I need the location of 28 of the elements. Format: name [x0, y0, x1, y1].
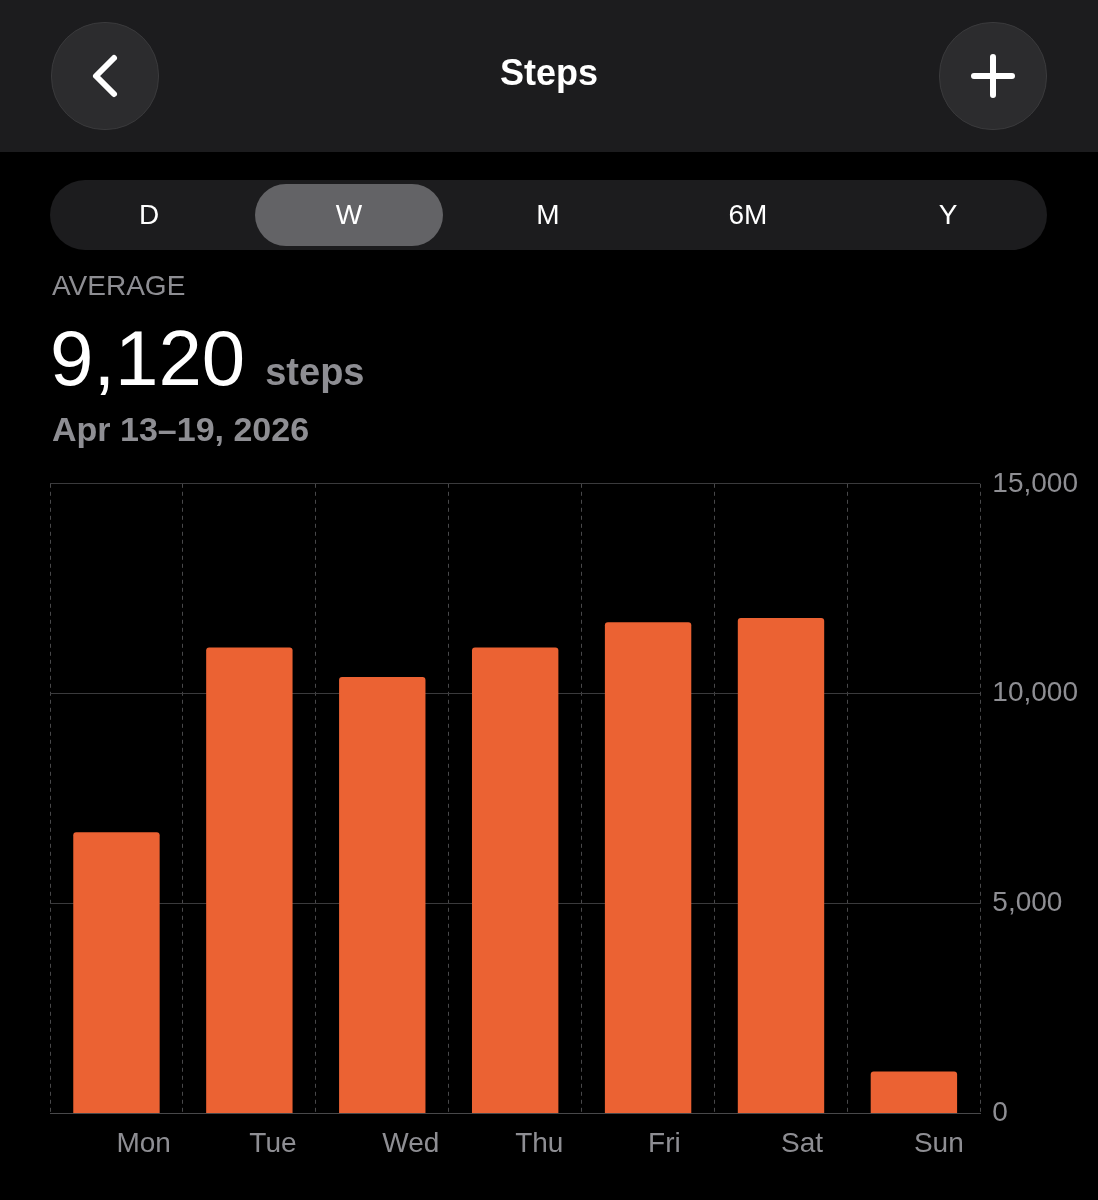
x-tick-label: Mon [116, 1126, 171, 1158]
x-tick-label: Fri [648, 1126, 681, 1158]
bar [339, 676, 426, 1113]
text: 6M [727, 198, 769, 232]
x-tick-label: Sun [913, 1126, 964, 1158]
x-tick-label: Tue [249, 1126, 297, 1158]
text: D [137, 198, 161, 232]
bar [870, 1071, 958, 1113]
chart-subtitle: Apr 13–19, 2026 [52, 410, 310, 449]
text: steps [265, 351, 365, 393]
bar [471, 647, 559, 1113]
text: AVERAGE [52, 270, 186, 302]
text: Y [937, 198, 959, 232]
text: M [535, 198, 561, 232]
text: W [255, 184, 443, 246]
chart-title: Steps [498, 52, 599, 94]
y-tick-label: 0 [992, 1096, 1008, 1128]
bar [206, 647, 293, 1113]
text: 9,120 [50, 314, 246, 402]
bar [737, 618, 825, 1113]
bar [73, 832, 160, 1113]
x-tick-label: Sat [781, 1126, 824, 1158]
y-tick-label: 5,000 [992, 886, 1063, 918]
y-tick-label: 15,000 [992, 466, 1078, 498]
bar [604, 622, 692, 1113]
y-tick-label: 10,000 [992, 676, 1078, 708]
x-tick-label: Wed [382, 1126, 440, 1158]
x-tick-label: Thu [515, 1126, 564, 1158]
